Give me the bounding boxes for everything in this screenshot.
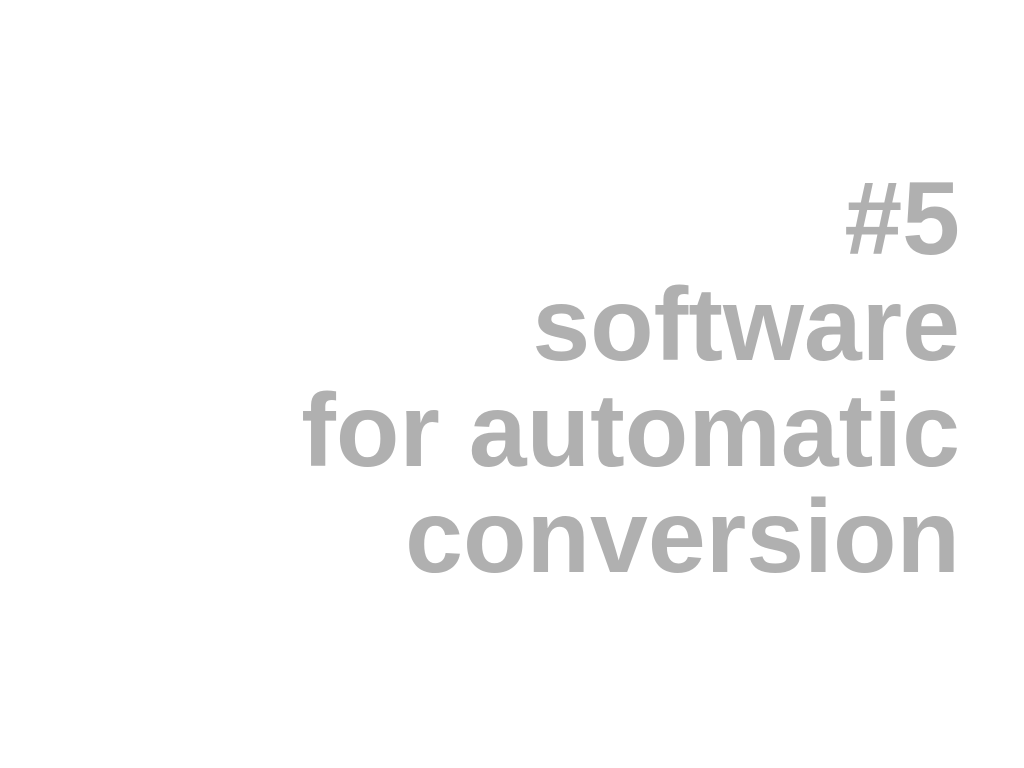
heading-line-conversion: conversion: [405, 479, 960, 595]
heading-line-number: #5: [844, 161, 960, 277]
heading-line-for-automatic: for automatic: [301, 373, 960, 489]
heading-line-software: software: [532, 267, 960, 383]
slide-heading: #5 software for automatic conversion: [301, 166, 960, 590]
